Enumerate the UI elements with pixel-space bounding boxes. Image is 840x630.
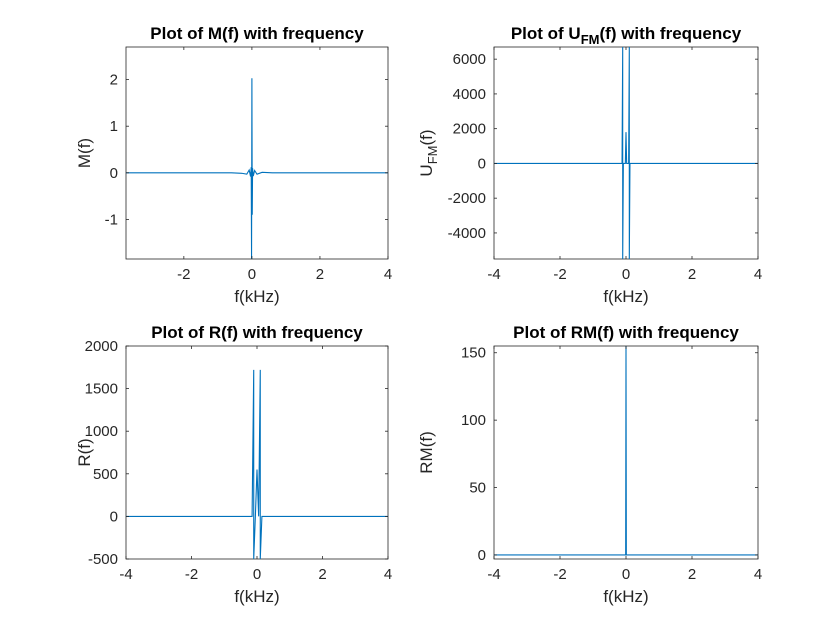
- x-tick-label: 0: [248, 266, 256, 283]
- x-tick-label: 2: [688, 566, 696, 583]
- y-tick-label: 1: [110, 118, 118, 135]
- y-tick-label: 50: [469, 480, 486, 497]
- y-tick-label: 4000: [453, 86, 486, 103]
- plot-area: [125, 46, 389, 260]
- subplot-4: -4 -2 0 2 4 0 50 100 150 Plot of RM(f) with frequ…: [417, 323, 762, 606]
- x-tick-label: -2: [185, 566, 198, 583]
- x-axis-label: f(kHz): [234, 287, 279, 306]
- series-line-1: [494, 47, 758, 259]
- text-part: U: [417, 164, 436, 176]
- y-tick-label: 6000: [453, 51, 486, 68]
- y-tick-label: 2000: [453, 121, 486, 138]
- x-tick-label: -2: [553, 566, 566, 583]
- x-axis-label: f(kHz): [603, 587, 648, 606]
- subscript-text: FM: [425, 145, 440, 164]
- y-tick-label: 2000: [85, 338, 118, 355]
- text-part: (f) with frequency: [600, 24, 742, 43]
- chart-title: Plot of UFM(f) with frequency: [511, 24, 742, 47]
- y-tick-label: 0: [478, 547, 486, 564]
- chart-title: Plot of R(f) with frequency: [151, 323, 363, 342]
- x-tick-label: -4: [119, 566, 132, 583]
- x-tick-label: 4: [384, 566, 392, 583]
- y-tick-label: 1000: [85, 423, 118, 440]
- x-tick-label: 0: [622, 266, 630, 283]
- y-axis-label: R(f): [75, 438, 94, 466]
- y-tick-label: 100: [461, 412, 486, 429]
- x-tick-label: -4: [487, 566, 500, 583]
- x-tick-label: 4: [754, 566, 762, 583]
- x-tick-label: 2: [688, 266, 696, 283]
- y-tick-label: -1: [105, 211, 118, 228]
- chart-title: Plot of M(f) with frequency: [150, 24, 364, 43]
- x-tick-label: 2: [316, 266, 324, 283]
- y-tick-label: 0: [478, 155, 486, 172]
- x-axis-label: f(kHz): [234, 587, 279, 606]
- series-line-1: [126, 369, 388, 559]
- text-part: M(f): [75, 138, 94, 168]
- x-tick-label: 0: [253, 566, 261, 583]
- y-tick-label: -500: [88, 551, 118, 568]
- x-tick-label: -2: [553, 266, 566, 283]
- text-part: Plot of RM(f) with frequency: [513, 323, 739, 342]
- subplot-3: -4 -2 0 2 4 -500 0 500 1000 1500 2000 Plot of R(f) …: [75, 323, 392, 606]
- x-tick-label: -2: [177, 266, 190, 283]
- series-line-1: [494, 346, 758, 556]
- text-part: (f): [417, 129, 436, 145]
- text-part: Plot of R(f) with frequency: [151, 323, 363, 342]
- y-tick-label: 150: [461, 345, 486, 362]
- y-tick-label: 2: [110, 72, 118, 89]
- subplot-1: -2 0 2 4 -1 0 1 2 Plot of M(f) with frequency f(k…: [75, 24, 392, 306]
- x-axis-label: f(kHz): [603, 287, 648, 306]
- plot-area: [125, 345, 389, 560]
- y-axis-label: UFM(f): [417, 129, 440, 176]
- y-tick-label: 1500: [85, 381, 118, 398]
- x-tick-label: 2: [318, 566, 326, 583]
- y-tick-label: -2000: [448, 190, 486, 207]
- x-tick-label: -4: [487, 266, 500, 283]
- text-part: Plot of U: [511, 24, 581, 43]
- x-tick-label: 4: [754, 266, 762, 283]
- y-axis-label: RM(f): [417, 431, 436, 473]
- text-part: R(f): [75, 438, 94, 466]
- y-tick-label: -4000: [448, 225, 486, 242]
- series-line-1: [126, 78, 388, 259]
- subscript-text: FM: [581, 32, 600, 47]
- y-axis-label: M(f): [75, 138, 94, 168]
- text-part: Plot of M(f) with frequency: [150, 24, 364, 43]
- y-tick-label: 0: [110, 508, 118, 525]
- x-tick-label: 0: [622, 566, 630, 583]
- y-tick-label: 0: [110, 165, 118, 182]
- x-tick-label: 4: [384, 266, 392, 283]
- y-tick-label: 500: [93, 466, 118, 483]
- text-part: RM(f): [417, 431, 436, 473]
- chart-title: Plot of RM(f) with frequency: [513, 323, 739, 342]
